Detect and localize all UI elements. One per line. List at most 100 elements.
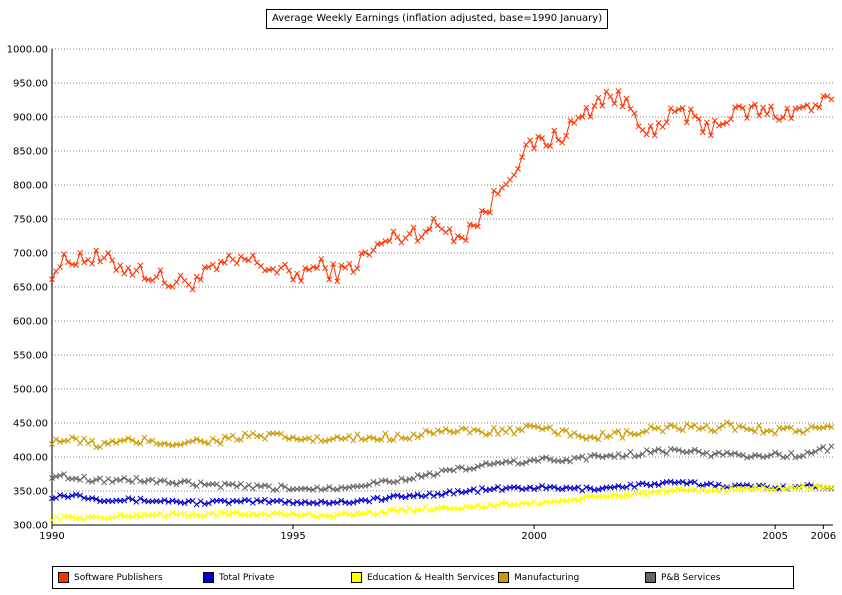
data-point: [382, 430, 389, 437]
y-tick-label: 850.00: [13, 147, 48, 158]
data-point: [394, 508, 401, 515]
data-point: [290, 276, 297, 283]
data-point: [707, 480, 714, 487]
data-point: [410, 508, 417, 515]
data-point: [73, 475, 80, 482]
data-point: [503, 181, 509, 188]
data-point: [804, 426, 811, 433]
data-point: [89, 478, 96, 485]
data-point: [567, 117, 574, 124]
data-point: [237, 498, 244, 505]
data-point: [430, 215, 437, 222]
data-point: [306, 510, 313, 517]
legend-item-total-private: Total Private: [203, 571, 274, 584]
data-point: [290, 510, 297, 517]
data-point: [808, 450, 815, 457]
data-point: [812, 101, 819, 108]
data-point: [157, 510, 164, 517]
data-point: [105, 475, 112, 482]
data-point: [619, 103, 626, 110]
data-point: [507, 176, 513, 183]
data-point: [241, 484, 248, 491]
series-software-publishers: [49, 88, 835, 293]
data-point: [330, 514, 337, 520]
data-point: [265, 499, 272, 506]
data-point: [535, 457, 542, 464]
data-point: [719, 485, 726, 492]
data-point: [221, 509, 228, 516]
data-point: [828, 96, 835, 103]
data-point: [490, 187, 497, 194]
data-point: [418, 233, 425, 240]
data-point: [221, 259, 228, 266]
data-point: [402, 494, 409, 501]
data-point: [619, 454, 626, 461]
data-point: [752, 485, 759, 491]
data-point: [125, 477, 132, 484]
data-point: [591, 434, 598, 441]
data-point: [490, 460, 497, 467]
data-point: [394, 492, 401, 499]
y-tick-label: 350.00: [13, 487, 48, 498]
data-point: [828, 443, 835, 450]
data-point: [410, 224, 417, 231]
series-education-health-services: [49, 482, 835, 524]
data-point: [820, 424, 827, 431]
data-point: [555, 137, 562, 143]
data-point: [57, 264, 63, 271]
y-tick-label: 300.00: [13, 521, 48, 532]
data-point: [446, 488, 453, 495]
data-point: [683, 480, 690, 487]
x-tick-label: 1995: [280, 531, 305, 542]
data-point: [619, 434, 626, 441]
data-point: [149, 277, 156, 284]
data-point: [732, 450, 738, 457]
data-point: [382, 477, 389, 484]
data-point: [318, 255, 325, 262]
data-point: [768, 427, 775, 434]
data-point: [53, 513, 59, 520]
data-point: [824, 93, 831, 100]
data-point: [499, 487, 505, 494]
data-point: [663, 424, 670, 431]
data-point: [57, 472, 63, 479]
data-point: [366, 498, 373, 505]
data-point: [310, 486, 317, 493]
data-point: [282, 483, 288, 490]
data-point: [655, 446, 662, 453]
data-point: [77, 440, 84, 447]
data-point: [776, 483, 783, 490]
data-point: [121, 270, 128, 277]
data-point: [314, 500, 321, 507]
data-point: [474, 427, 481, 434]
data-point: [659, 123, 666, 130]
data-point: [719, 120, 726, 127]
data-point: [165, 512, 172, 519]
data-point: [535, 424, 542, 431]
data-point: [257, 498, 264, 505]
data-point: [728, 421, 734, 428]
data-point: [715, 122, 722, 129]
data-point: [398, 475, 405, 482]
data-point: [715, 449, 722, 456]
data-point: [241, 430, 248, 437]
data-point: [185, 478, 192, 485]
data-point: [418, 506, 425, 513]
y-tick-label: 900.00: [13, 113, 48, 124]
data-point: [237, 436, 244, 443]
data-point: [752, 428, 759, 435]
data-point: [201, 439, 208, 446]
data-point: [703, 422, 710, 429]
data-point: [233, 260, 240, 267]
data-point: [647, 423, 654, 430]
data-point: [728, 484, 734, 491]
data-point: [796, 484, 803, 491]
data-point: [278, 497, 284, 504]
data-point: [772, 486, 779, 493]
data-point: [217, 440, 224, 447]
data-point: [169, 510, 176, 516]
data-point: [579, 495, 586, 502]
data-point: [149, 476, 156, 483]
data-point: [800, 429, 807, 436]
data-point: [571, 119, 578, 126]
